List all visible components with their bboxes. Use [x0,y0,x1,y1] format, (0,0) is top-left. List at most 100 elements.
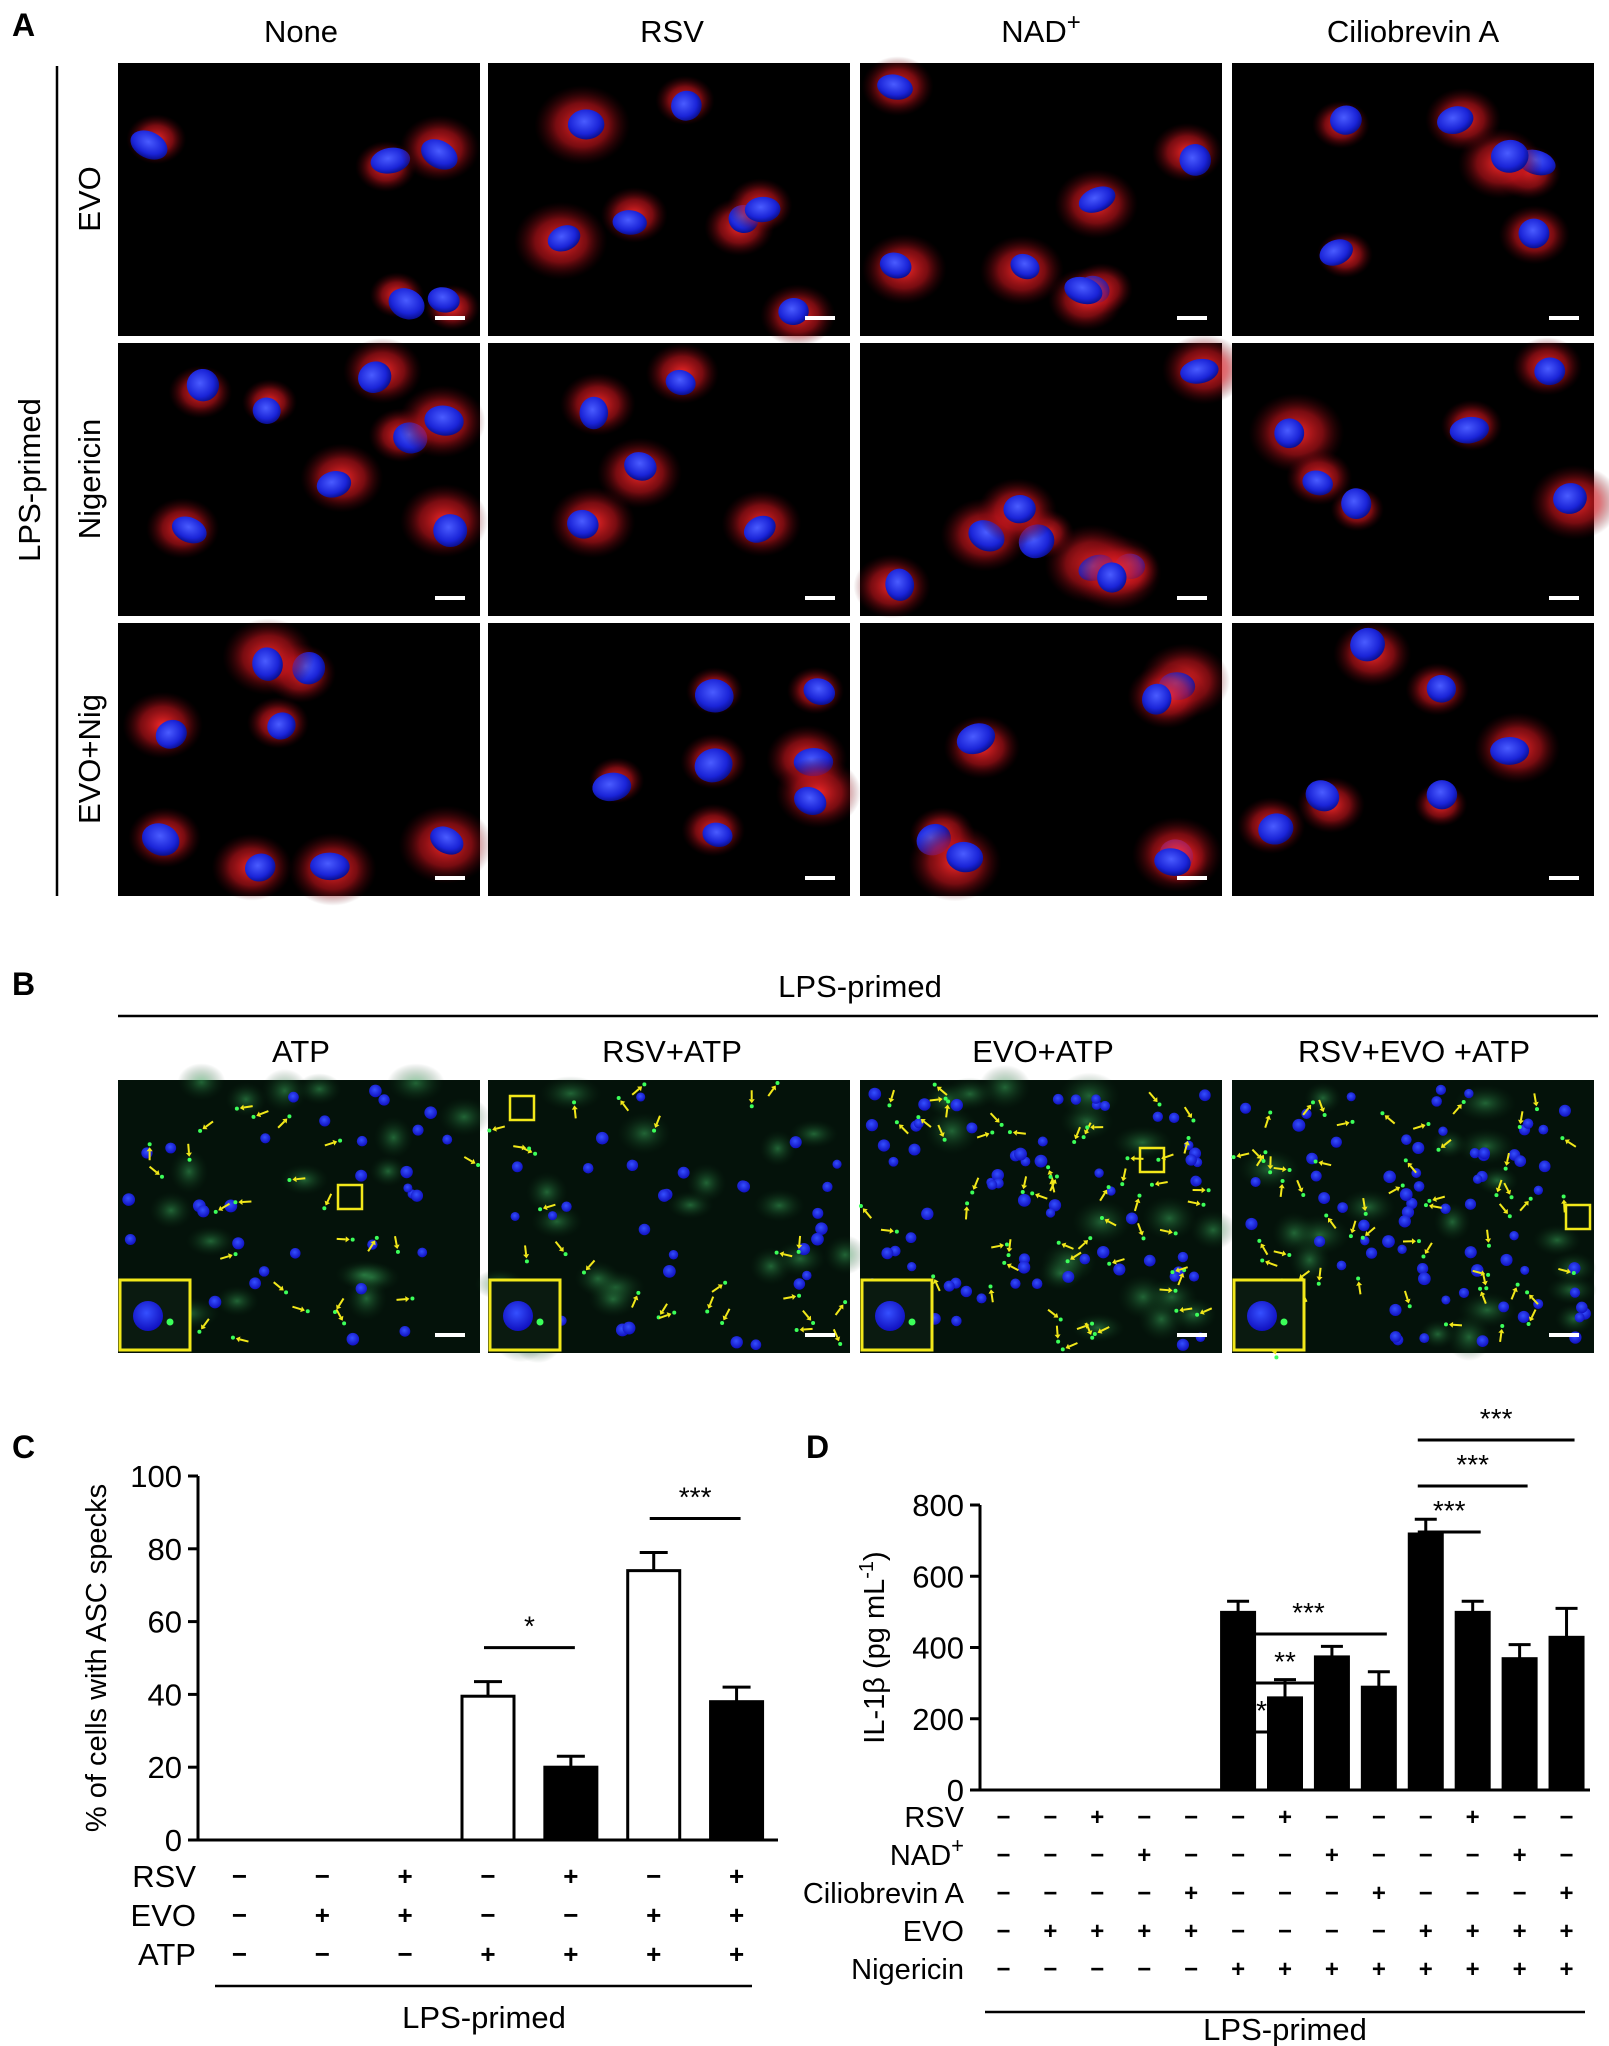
asc-speck [1056,1240,1061,1245]
nucleus [1091,1094,1101,1104]
arrow-shaft [783,1296,793,1300]
asc-speck [338,1138,343,1143]
arrow-head [1428,1203,1434,1210]
treatment-sign: − [996,1842,1010,1869]
nucleus [1179,144,1211,176]
arrow-shaft [1075,1126,1081,1136]
nucleus [252,647,283,681]
treatment-sign: − [646,1861,661,1891]
nucleus [249,1277,261,1290]
arrow-head [527,1148,533,1154]
nucleus [1490,139,1529,173]
green-stain [225,1081,267,1117]
asc-speck [999,1122,1004,1127]
nucleus [794,786,827,816]
nucleus [124,1233,136,1246]
treatment-sign: − [1043,1956,1057,1983]
nucleus [1472,1174,1483,1184]
nucleus [1382,1235,1395,1248]
treatment-sign: − [398,1939,413,1969]
nucleus [355,1282,367,1295]
arrow-head [1504,1161,1511,1166]
asc-speck [723,1280,728,1285]
green-stain [539,1076,603,1111]
y-tick-label: 0 [947,1773,964,1808]
scale-bar [435,876,465,880]
nucleus [1097,1245,1110,1259]
treatment-sign: − [1090,1956,1104,1983]
arrow-head [920,1119,926,1124]
asc-speck [1107,1261,1112,1266]
arrow-shaft [1137,1222,1143,1233]
panel-b-col-label-atp: ATP [272,1034,330,1069]
treatment-sign: + [1466,1956,1480,1983]
asc-speck [476,1163,481,1168]
green-stain [177,1063,226,1102]
green-stain [369,1155,407,1187]
asc-speck [1478,1286,1483,1291]
arrow-shaft [890,1089,895,1099]
scale-bar [1549,1333,1579,1337]
nucleus [417,1247,428,1258]
nucleus [410,1189,424,1202]
nucleus [921,1207,934,1221]
arrow-head [838,1304,844,1310]
nucleus [378,1094,390,1106]
nucleus [1517,1310,1530,1323]
arrow-shaft [1008,1239,1012,1249]
arrow-head [1319,1107,1326,1113]
arrow-shaft [1472,1269,1482,1275]
arrow-shaft [1519,1111,1524,1121]
nucleus [442,1134,453,1145]
arrow-head [1035,1192,1040,1199]
nucleus [976,1293,987,1304]
arrow-shaft [1443,1139,1452,1147]
nucleus [186,368,220,402]
arrow-head [1361,1206,1368,1211]
arrow-shaft [1409,1165,1417,1174]
treatment-sign: − [1513,1880,1527,1907]
nucleus [822,1181,833,1193]
nucleus [1383,1170,1396,1184]
asc-speck [1048,1174,1053,1179]
arrow-shaft [711,1285,720,1293]
arrow-shaft [1302,1107,1310,1116]
asc-speck [988,1284,993,1289]
treatment-sign: − [1466,1880,1480,1907]
arrow-head [1073,1134,1080,1140]
nucleus [511,1161,523,1173]
arrow-head [1316,1276,1323,1281]
arrow-shaft [989,1112,998,1121]
nucleus [657,1189,671,1202]
asc-speck [838,1341,843,1346]
arrow-head [1479,1291,1486,1297]
arrow-head [1201,1187,1206,1194]
nucleus [1330,1136,1342,1148]
arrow-shaft [990,1293,994,1303]
nucleus [421,139,458,170]
green-stain [616,1112,672,1155]
arrow-head [521,1144,527,1151]
asc-speck [636,1290,641,1295]
asc-speck [230,1335,235,1340]
inset-speck [166,1318,174,1326]
asc-speck [1268,1170,1273,1175]
arrow-head [1404,1298,1411,1304]
asc-speck [1002,1260,1007,1265]
arrow-head [1564,1139,1570,1145]
nucleus [1017,1193,1031,1207]
arrow-head [1065,1343,1071,1350]
micrograph-panel [1232,337,1609,616]
nucleus [1336,1260,1347,1271]
y-tick-label: 0 [165,1823,182,1858]
treatment-sign: + [729,1939,744,1969]
micrograph-panel [488,63,850,347]
asc-speck [234,1106,239,1111]
treatment-sign: + [1513,1918,1527,1945]
nucleus [1568,1262,1581,1275]
nucleus [1062,1270,1075,1283]
panel-b-col-label-evo-atp: EVO+ATP [972,1034,1114,1069]
panel-a-row-label-evo: EVO [72,166,107,231]
arrow-shaft [1558,1267,1568,1273]
panel-a-row-label-evo-nig: EVO+Nig [72,694,107,824]
